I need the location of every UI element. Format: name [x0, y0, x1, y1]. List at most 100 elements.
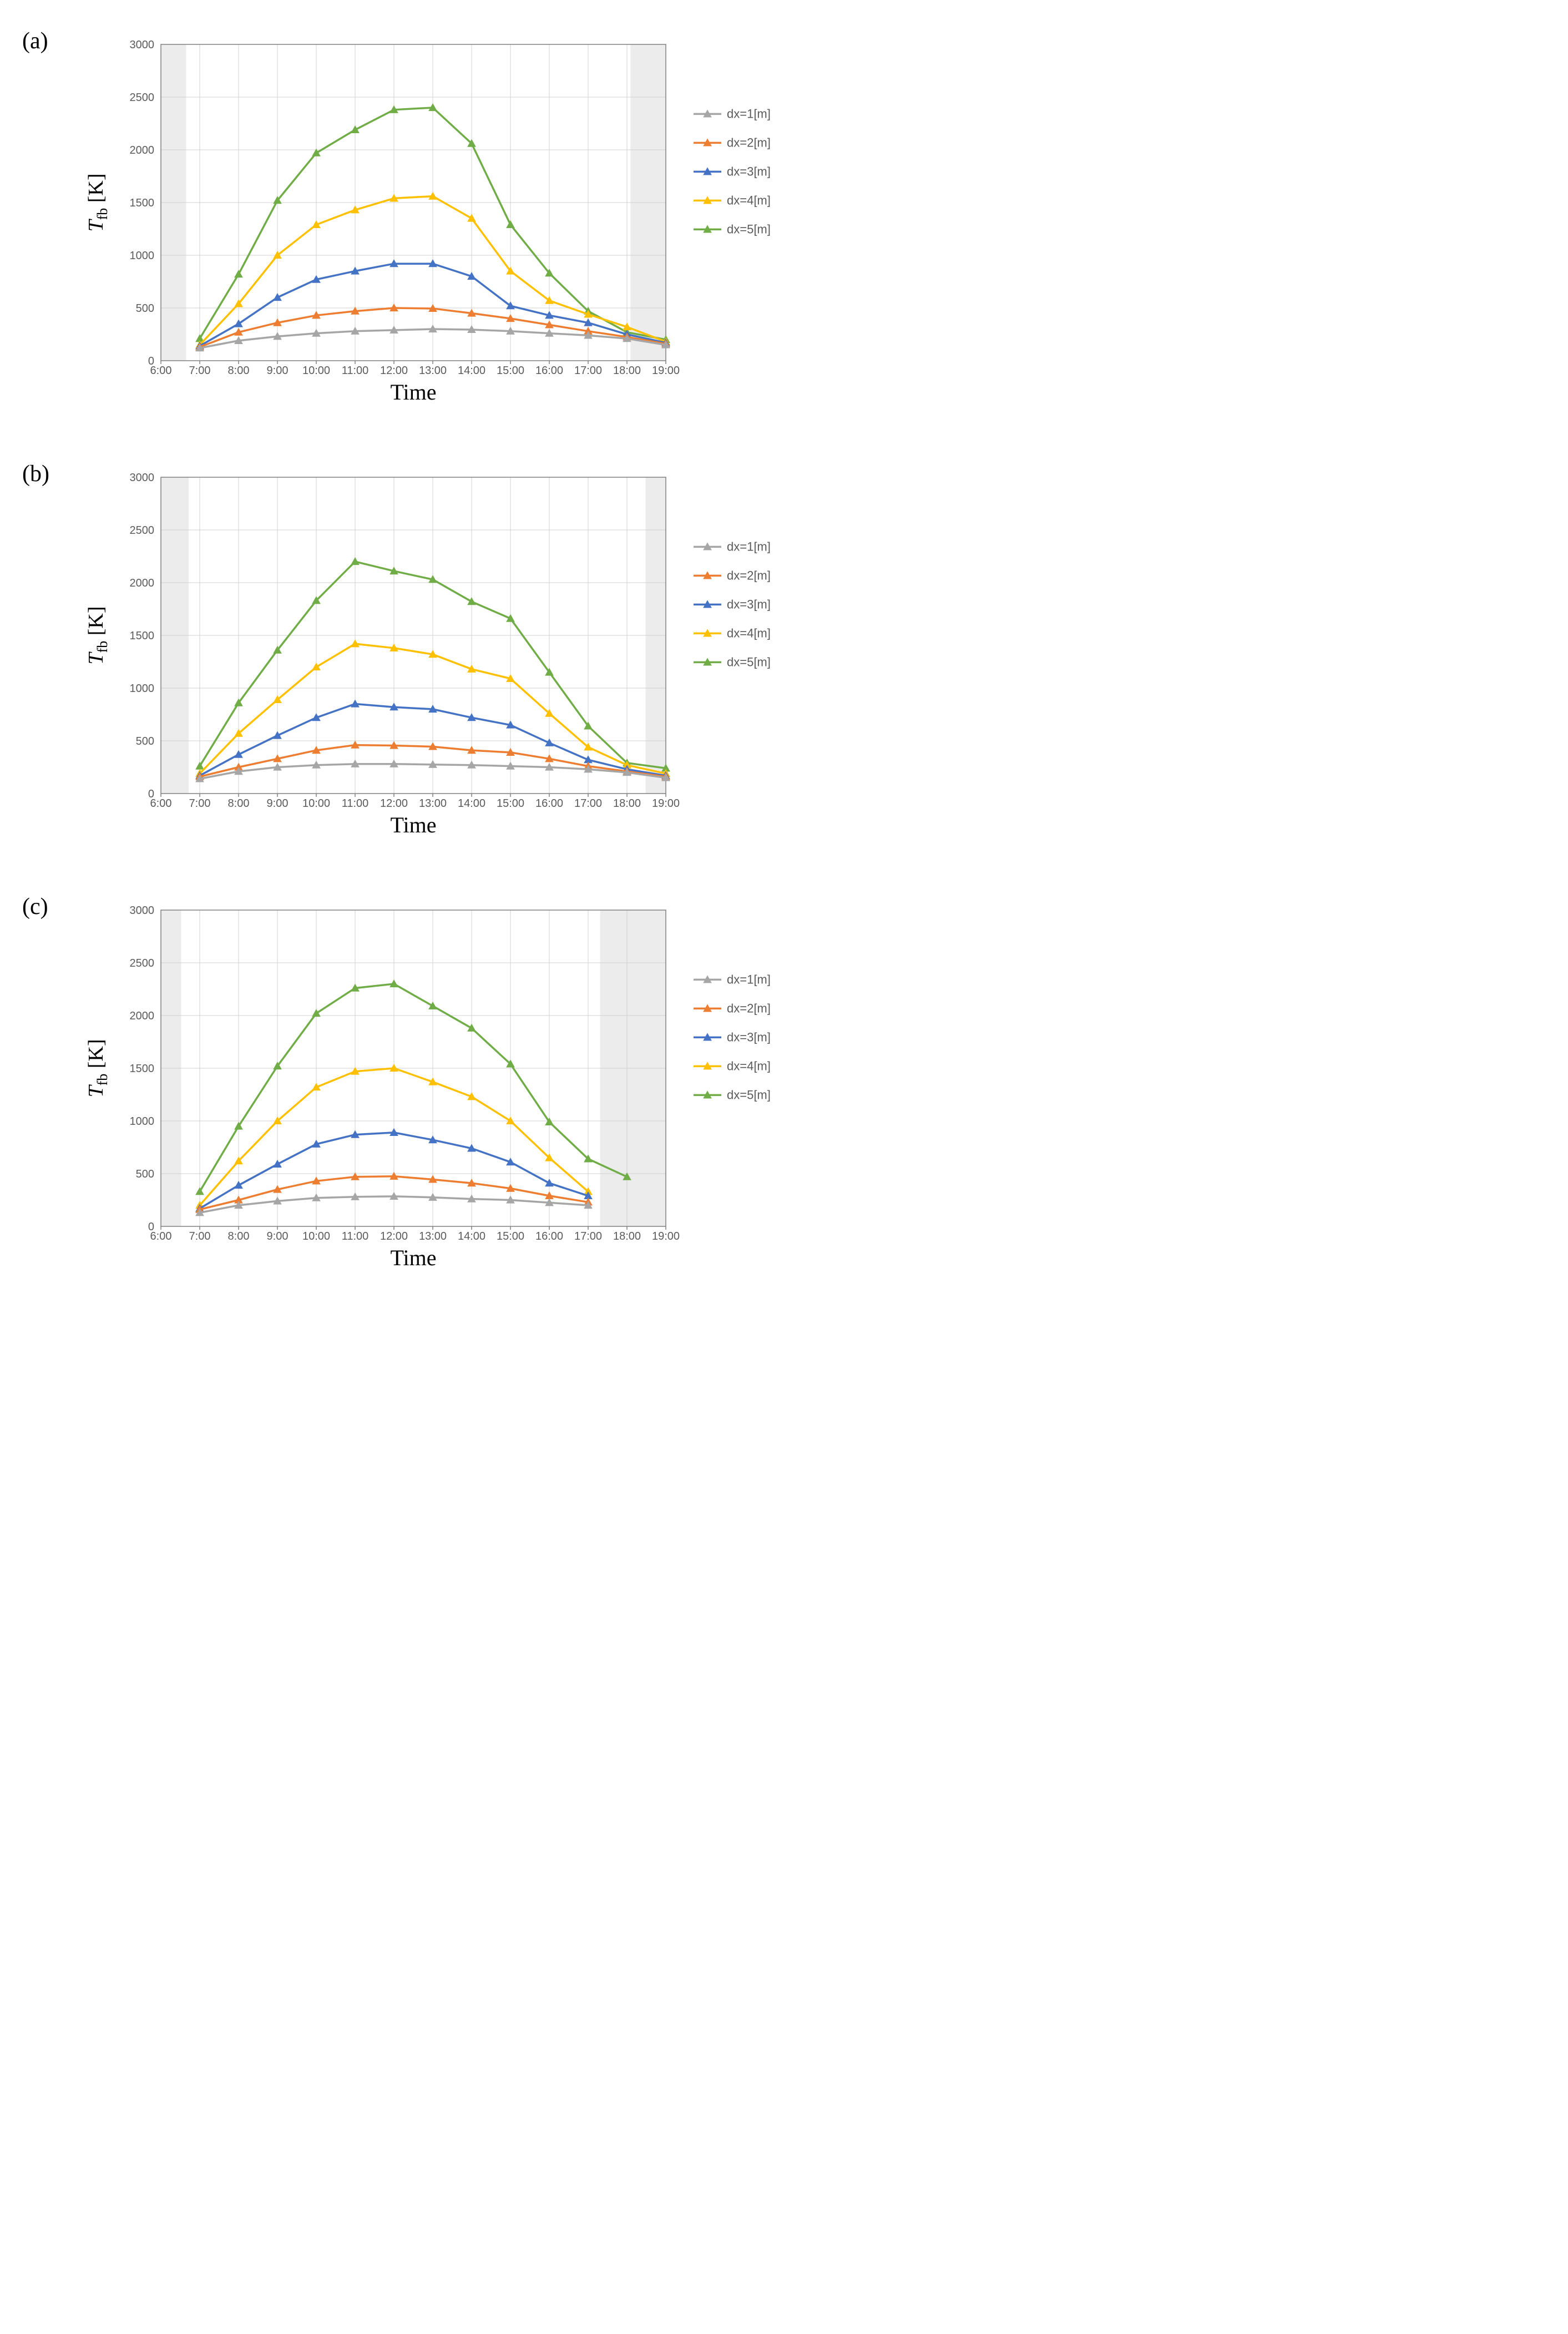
legend-label: dx=3[m]	[727, 164, 771, 178]
legend-item: dx=5[m]	[694, 1088, 771, 1102]
x-tick-label: 17:00	[574, 797, 602, 810]
legend-label: dx=2[m]	[727, 1001, 771, 1015]
legend-item: dx=4[m]	[694, 626, 771, 640]
x-axis-title: Time	[390, 380, 436, 405]
x-tick-label: 19:00	[652, 365, 680, 377]
x-tick-label: 19:00	[652, 1230, 680, 1242]
y-tick-label: 1000	[130, 683, 155, 695]
y-tick-label: 3000	[130, 472, 155, 484]
x-tick-label: 14:00	[458, 365, 485, 377]
legend-item: dx=4[m]	[694, 193, 771, 207]
legend-label: dx=5[m]	[727, 655, 771, 669]
x-tick-label: 16:00	[535, 797, 563, 810]
x-tick-label: 10:00	[302, 1230, 330, 1242]
legend-item: dx=1[m]	[694, 972, 771, 986]
chart-panel-b: (b)0500100015002000250030006:007:008:009…	[22, 455, 1546, 855]
y-tick-label: 2500	[130, 957, 155, 969]
legend-item: dx=2[m]	[694, 568, 771, 582]
x-tick-label: 7:00	[189, 1230, 211, 1242]
x-tick-label: 13:00	[419, 1230, 447, 1242]
x-tick-label: 17:00	[574, 1230, 602, 1242]
x-tick-label: 8:00	[228, 797, 250, 810]
y-axis-title: Tfb [K]	[84, 173, 110, 231]
x-tick-label: 17:00	[574, 365, 602, 377]
legend-item: dx=2[m]	[694, 1001, 771, 1015]
x-tick-label: 11:00	[342, 365, 369, 377]
x-axis-title: Time	[390, 812, 436, 837]
x-tick-label: 6:00	[150, 365, 172, 377]
x-tick-label: 15:00	[497, 1230, 524, 1242]
chart-panel-a: (a)0500100015002000250030006:007:008:009…	[22, 22, 1546, 422]
x-tick-label: 16:00	[535, 1230, 563, 1242]
y-tick-label: 2000	[130, 144, 155, 156]
legend-label: dx=1[m]	[727, 539, 771, 553]
legend-label: dx=2[m]	[727, 568, 771, 582]
x-tick-label: 7:00	[189, 365, 211, 377]
legend-item: dx=2[m]	[694, 135, 771, 149]
legend-label: dx=5[m]	[727, 1088, 771, 1102]
legend-label: dx=3[m]	[727, 1030, 771, 1044]
y-tick-label: 500	[136, 302, 154, 315]
x-tick-label: 19:00	[652, 797, 680, 810]
x-tick-label: 18:00	[613, 365, 641, 377]
legend-item: dx=3[m]	[694, 1030, 771, 1044]
x-tick-label: 15:00	[497, 797, 524, 810]
legend-item: dx=5[m]	[694, 222, 771, 236]
x-tick-label: 9:00	[267, 797, 289, 810]
y-tick-label: 1000	[130, 1115, 155, 1128]
legend-label: dx=4[m]	[727, 1059, 771, 1073]
x-tick-label: 12:00	[380, 797, 408, 810]
y-tick-label: 1500	[130, 1063, 155, 1075]
legend-label: dx=5[m]	[727, 222, 771, 236]
x-tick-label: 6:00	[150, 797, 172, 810]
x-tick-label: 12:00	[380, 1230, 408, 1242]
x-tick-label: 12:00	[380, 365, 408, 377]
x-tick-label: 8:00	[228, 365, 250, 377]
panel-label: (a)	[22, 22, 67, 54]
x-tick-label: 6:00	[150, 1230, 172, 1242]
legend-item: dx=5[m]	[694, 655, 771, 669]
x-tick-label: 10:00	[302, 797, 330, 810]
x-tick-label: 16:00	[535, 365, 563, 377]
legend-item: dx=4[m]	[694, 1059, 771, 1073]
chart-block: 0500100015002000250030006:007:008:009:00…	[67, 888, 843, 1287]
legend-item: dx=3[m]	[694, 164, 771, 178]
x-tick-label: 18:00	[613, 1230, 641, 1242]
x-tick-label: 11:00	[342, 797, 369, 810]
x-tick-label: 15:00	[497, 365, 524, 377]
y-tick-label: 2000	[130, 577, 155, 589]
legend-label: dx=4[m]	[727, 626, 771, 640]
chart-panel-c: (c)0500100015002000250030006:007:008:009…	[22, 888, 1546, 1287]
x-tick-label: 18:00	[613, 797, 641, 810]
y-tick-label: 1500	[130, 197, 155, 209]
x-axis-title: Time	[390, 1245, 436, 1270]
x-tick-label: 7:00	[189, 797, 211, 810]
y-tick-label: 2500	[130, 92, 155, 104]
panel-label: (b)	[22, 455, 67, 487]
y-tick-label: 2500	[130, 524, 155, 537]
panel-label: (c)	[22, 888, 67, 920]
x-tick-label: 13:00	[419, 797, 447, 810]
legend-label: dx=4[m]	[727, 193, 771, 207]
y-tick-label: 1500	[130, 630, 155, 642]
y-axis-title: Tfb [K]	[84, 606, 110, 664]
chart-block: 0500100015002000250030006:007:008:009:00…	[67, 455, 843, 855]
legend-label: dx=1[m]	[727, 972, 771, 986]
x-tick-label: 11:00	[342, 1230, 369, 1242]
legend-item: dx=3[m]	[694, 597, 771, 611]
y-tick-label: 2000	[130, 1010, 155, 1022]
y-axis-title: Tfb [K]	[84, 1039, 110, 1097]
legend-label: dx=1[m]	[727, 107, 771, 120]
x-tick-label: 10:00	[302, 365, 330, 377]
legend-item: dx=1[m]	[694, 107, 771, 120]
legend-item: dx=1[m]	[694, 539, 771, 553]
x-tick-label: 13:00	[419, 365, 447, 377]
x-tick-label: 8:00	[228, 1230, 250, 1242]
y-tick-label: 500	[136, 735, 154, 747]
legend-label: dx=3[m]	[727, 597, 771, 611]
x-tick-label: 14:00	[458, 797, 485, 810]
x-tick-label: 9:00	[267, 365, 289, 377]
y-tick-label: 3000	[130, 905, 155, 917]
y-tick-label: 1000	[130, 250, 155, 262]
legend-label: dx=2[m]	[727, 135, 771, 149]
